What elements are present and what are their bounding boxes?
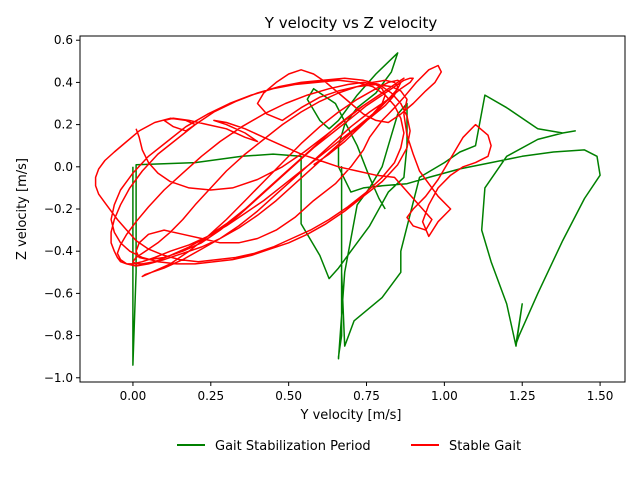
x-axis-label: Y velocity [m/s] — [300, 408, 402, 423]
x-tick-label: 0.50 — [275, 389, 302, 403]
y-axis: −1.0 −0.8 −0.6 −0.4 −0.2 0.0 0.2 0.4 0.6 — [44, 33, 80, 385]
series-layer — [94, 52, 601, 366]
y-tick-label: −0.8 — [44, 329, 73, 343]
y-tick-label: 0.6 — [54, 33, 73, 47]
legend-label-gait-stabilization: Gait Stabilization Period — [215, 439, 371, 454]
y-tick-label: 0.2 — [54, 118, 73, 132]
x-tick-label: 1.25 — [509, 389, 536, 403]
x-tick-label: 0.25 — [197, 389, 224, 403]
legend-label-stable-gait: Stable Gait — [449, 439, 521, 454]
x-tick-label: 1.50 — [587, 389, 614, 403]
series-line-1 — [94, 64, 492, 278]
legend: Gait Stabilization Period Stable Gait — [177, 439, 521, 454]
y-axis-label: Z velocity [m/s] — [15, 158, 30, 260]
x-tick-label: 1.00 — [431, 389, 458, 403]
y-tick-label: −0.6 — [44, 286, 73, 300]
y-tick-label: 0.0 — [54, 160, 73, 174]
x-axis: 0.00 0.25 0.50 0.75 1.00 1.25 1.50 — [120, 382, 614, 403]
x-tick-label: 0.00 — [120, 389, 147, 403]
y-tick-label: −0.4 — [44, 244, 73, 258]
y-tick-label: 0.4 — [54, 75, 73, 89]
y-tick-label: −0.2 — [44, 202, 73, 216]
chart-title: Y velocity vs Z velocity — [264, 14, 438, 32]
x-tick-label: 0.75 — [353, 389, 380, 403]
y-tick-label: −1.0 — [44, 371, 73, 385]
series-line-0 — [132, 52, 601, 366]
